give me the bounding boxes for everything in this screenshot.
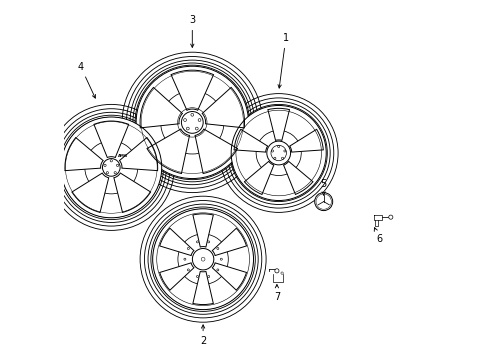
Circle shape [103,164,106,166]
Text: AMG: AMG [117,154,127,158]
Text: 4: 4 [78,62,95,98]
Text: 6: 6 [373,228,382,244]
Circle shape [102,158,120,176]
Circle shape [187,247,189,249]
Text: 1: 1 [277,33,288,88]
Text: 5: 5 [320,179,326,195]
Circle shape [152,209,253,310]
Circle shape [220,258,222,260]
Circle shape [196,241,198,243]
Text: 2: 2 [200,325,206,346]
Circle shape [116,164,119,166]
Circle shape [196,275,198,278]
Circle shape [216,269,219,271]
Text: 7: 7 [273,284,280,302]
Circle shape [207,241,209,243]
Circle shape [388,215,392,219]
Circle shape [183,119,186,121]
Circle shape [114,172,116,174]
Circle shape [186,127,189,130]
Circle shape [192,248,213,270]
Circle shape [181,112,203,133]
Circle shape [314,193,332,211]
Circle shape [187,269,189,271]
Circle shape [106,172,108,174]
Circle shape [183,258,185,260]
Circle shape [274,269,278,273]
Circle shape [195,127,198,130]
Circle shape [231,105,325,201]
Text: 3: 3 [189,15,195,48]
Circle shape [110,159,112,162]
Circle shape [198,119,201,121]
Circle shape [190,113,193,116]
Circle shape [136,66,248,179]
Circle shape [61,117,162,218]
Circle shape [216,247,219,249]
Circle shape [207,275,209,278]
